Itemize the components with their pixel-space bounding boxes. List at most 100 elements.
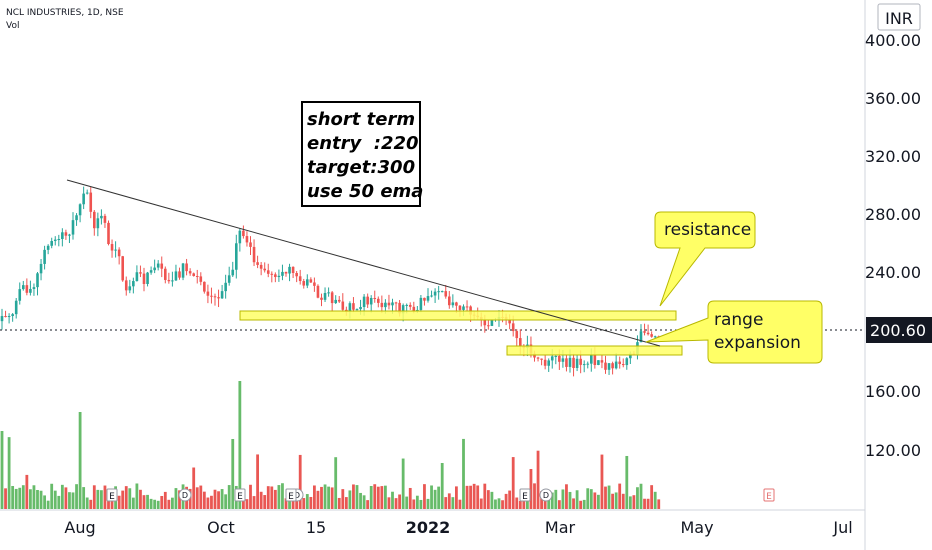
- candle-body: [281, 271, 284, 276]
- dividend-marker-text: D: [182, 491, 188, 500]
- range-expansion-callout[interactable]: range expansion: [645, 300, 823, 364]
- volume-bar: [387, 497, 391, 509]
- volume-bar: [64, 487, 68, 509]
- candle-body: [167, 279, 171, 282]
- volume-bar: [117, 495, 121, 509]
- volume-bar: [334, 457, 338, 509]
- candle-body: [71, 220, 75, 235]
- volume-bar: [401, 458, 405, 509]
- earnings-marker[interactable]: E: [234, 488, 246, 502]
- candle-body: [373, 297, 377, 299]
- volume-bar: [277, 485, 281, 509]
- time-tick: Aug: [64, 518, 95, 537]
- earnings-marker-text: E: [766, 492, 772, 502]
- last-price-badge[interactable]: [866, 317, 932, 343]
- time-tick: 15: [306, 518, 326, 537]
- candle-body: [550, 356, 554, 361]
- candle-body: [220, 291, 224, 299]
- volume-bar: [621, 493, 625, 509]
- resistance-zone[interactable]: [239, 310, 677, 321]
- resistance-callout-label: resistance: [664, 220, 751, 240]
- candle-body: [43, 249, 46, 264]
- candle-body: [621, 364, 625, 366]
- volume-bar: [160, 496, 164, 509]
- candle-body: [298, 276, 302, 282]
- candle-body: [416, 309, 419, 311]
- candle-body: [0, 316, 4, 322]
- volume-bar: [476, 485, 480, 509]
- trade-note[interactable]: short term entry :220 target:300 use 50 …: [301, 101, 423, 207]
- volume-bar: [146, 494, 149, 509]
- volume-bar: [419, 499, 423, 509]
- candle-body: [366, 296, 369, 305]
- volume-bar: [167, 499, 171, 509]
- volume-bar: [515, 497, 519, 509]
- volume-bar: [330, 487, 334, 509]
- candle-body: [458, 305, 462, 310]
- candle-body: [266, 270, 270, 274]
- time-axis[interactable]: Aug Oct 15 2022 Mar May Jul: [64, 518, 852, 537]
- volume-bar: [511, 457, 515, 509]
- candle-body: [568, 357, 572, 367]
- candle-body: [270, 273, 274, 275]
- volume-bar: [142, 495, 146, 509]
- volume-bar: [46, 500, 50, 509]
- candle-body: [231, 269, 235, 276]
- volume-bar: [89, 499, 93, 509]
- volume-bar: [313, 485, 316, 509]
- candle-body: [483, 319, 487, 326]
- volume-bar: [100, 490, 103, 509]
- earnings-marker[interactable]: E: [106, 488, 118, 502]
- volume-bar: [43, 495, 46, 509]
- candle-body: [547, 360, 550, 366]
- volume-bar: [25, 474, 29, 509]
- volume-bar: [497, 498, 501, 509]
- volume-bar: [554, 489, 558, 509]
- earnings-marker[interactable]: E: [519, 488, 531, 502]
- candle-body: [419, 297, 423, 310]
- dividend-marker[interactable]: D: [539, 488, 553, 502]
- candle-body: [132, 281, 135, 287]
- candle-body: [75, 215, 78, 221]
- candle-body: [462, 306, 465, 310]
- time-tick: 2022: [406, 518, 451, 537]
- resistance-callout[interactable]: resistance: [654, 211, 756, 307]
- currency-badge[interactable]: [877, 3, 921, 31]
- volume-bar: [14, 488, 18, 509]
- earnings-marker[interactable]: E: [285, 488, 297, 502]
- note-line-1: short term: [307, 109, 415, 130]
- volume-bar: [440, 463, 444, 509]
- candle-body: [362, 296, 366, 307]
- time-tick: Jul: [832, 518, 852, 537]
- event-markers[interactable]: E D E D E E D E: [106, 488, 775, 502]
- price-tick: 360.00: [865, 89, 921, 108]
- volume-bar: [163, 491, 167, 509]
- candle-body: [164, 268, 167, 280]
- volume-bar: [362, 495, 366, 509]
- candle-body: [203, 281, 206, 292]
- price-axis[interactable]: 400.00 360.00 320.00 280.00 240.00 160.0…: [865, 31, 921, 460]
- candle-body: [291, 266, 295, 274]
- candle-body: [249, 242, 252, 247]
- candle-body: [85, 192, 89, 194]
- candle-body: [334, 299, 337, 304]
- volume-bar: [405, 496, 409, 509]
- candle-body: [53, 239, 57, 242]
- candle-body: [408, 304, 412, 307]
- volume-bar: [124, 486, 128, 509]
- candle-body: [4, 316, 7, 318]
- candle-body: [320, 297, 323, 300]
- candle-body: [369, 297, 373, 305]
- candle-body: [579, 358, 582, 365]
- dividend-marker[interactable]: D: [178, 488, 192, 502]
- range-expansion-zone[interactable]: [506, 345, 683, 356]
- candle-body: [22, 285, 25, 290]
- earnings-marker[interactable]: E: [763, 488, 775, 502]
- candle-body: [618, 361, 621, 365]
- volume-bar: [171, 497, 174, 509]
- trendline[interactable]: [66, 179, 661, 347]
- volume-bar: [433, 489, 437, 509]
- candle-body: [263, 268, 266, 271]
- volume-bar: [21, 485, 25, 509]
